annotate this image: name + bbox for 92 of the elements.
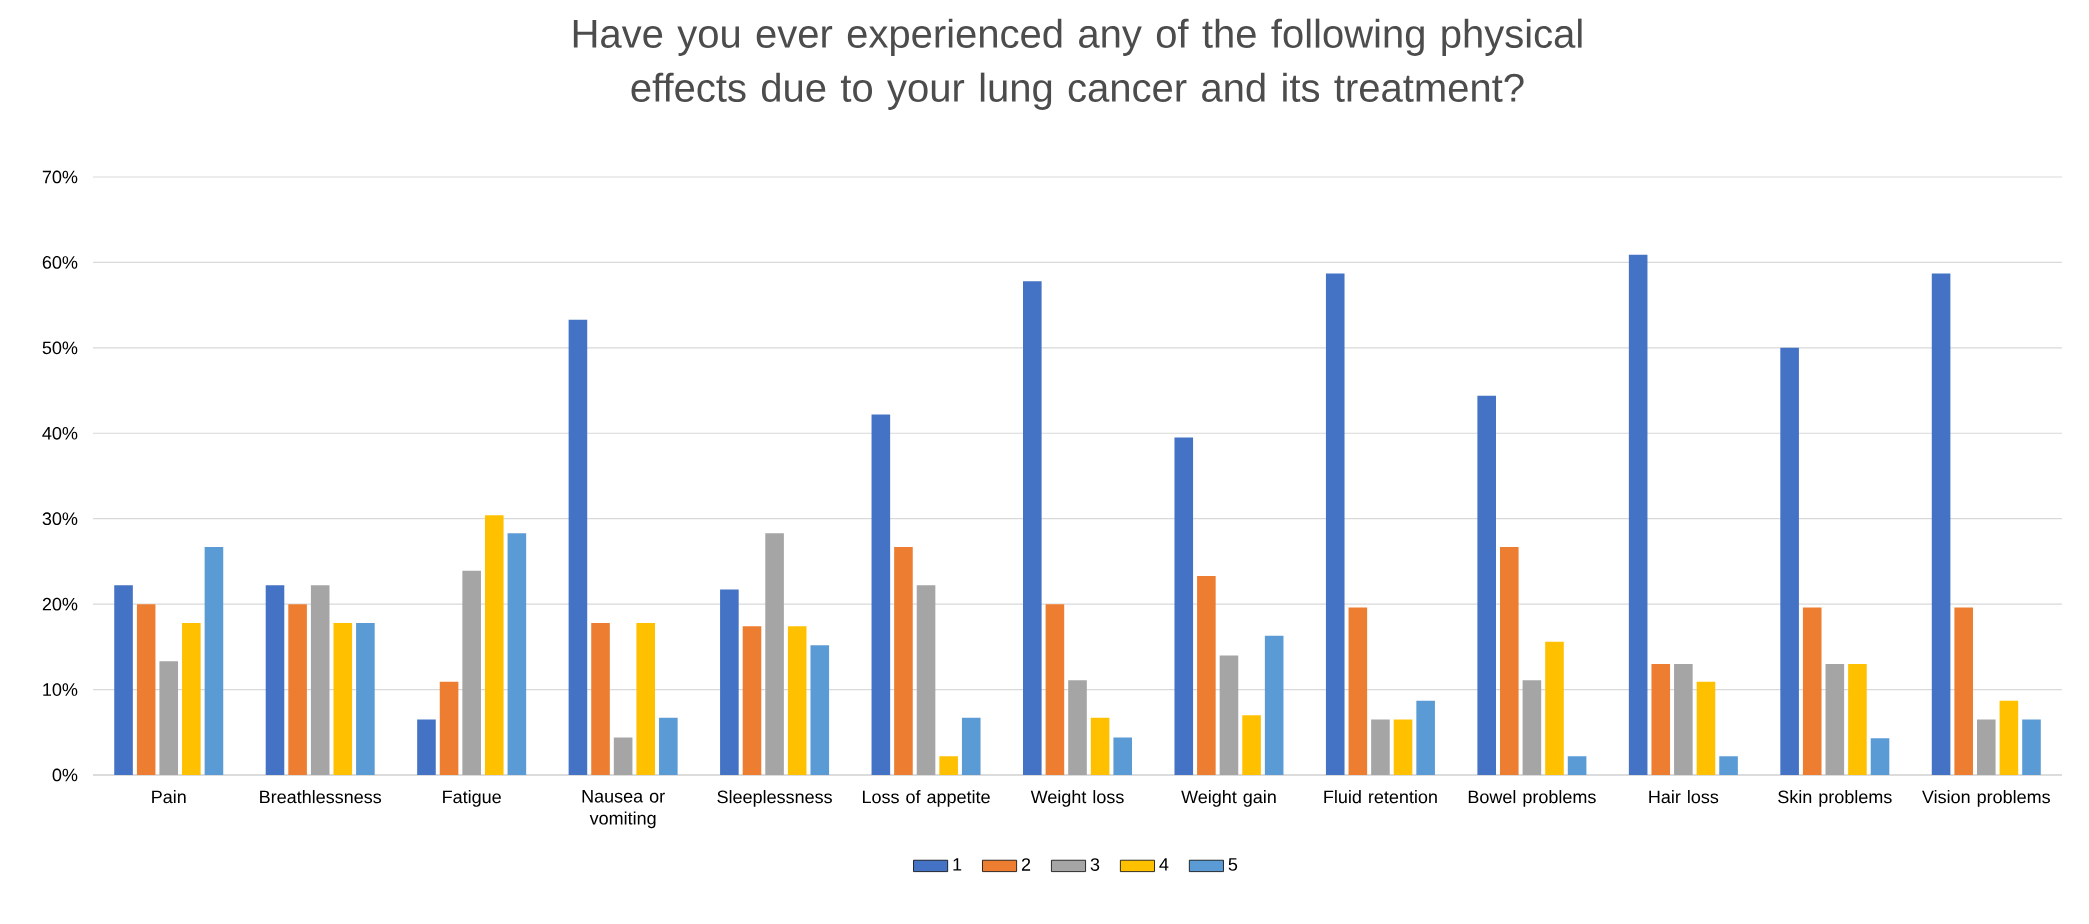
bar <box>720 589 739 775</box>
bar <box>114 585 133 775</box>
bar <box>182 622 201 775</box>
bar <box>613 737 633 775</box>
y-tick-label: 30% <box>42 512 78 526</box>
bar <box>1545 641 1564 775</box>
y-tick-label: 70% <box>42 170 78 184</box>
bar <box>1416 700 1435 775</box>
bar <box>1870 738 1890 775</box>
bar <box>636 622 656 775</box>
legend-label: 5 <box>1228 858 1238 871</box>
bar <box>1674 663 1693 775</box>
bar <box>507 533 527 775</box>
bar <box>568 319 588 775</box>
y-tick-label: 20% <box>42 597 78 611</box>
bar <box>417 719 436 775</box>
bar <box>1090 717 1110 775</box>
x-tick-label: Breathlessness <box>260 790 382 804</box>
bar <box>1719 756 1738 775</box>
bar <box>1393 719 1413 775</box>
bar <box>439 681 459 775</box>
x-tick-label: Pain <box>152 790 186 804</box>
bar <box>1264 635 1284 775</box>
bar <box>1371 719 1390 775</box>
bar <box>1325 273 1345 775</box>
bar <box>1999 700 2019 775</box>
bar <box>894 546 913 775</box>
bar <box>659 717 678 775</box>
bar <box>462 570 481 775</box>
y-tick-label: 50% <box>42 341 78 355</box>
bar <box>159 661 179 775</box>
bar <box>1477 395 1496 775</box>
bar <box>1045 604 1065 775</box>
bar <box>204 546 224 775</box>
bar <box>1628 254 1648 775</box>
bar <box>1174 437 1194 775</box>
bar <box>1825 663 1845 775</box>
x-tick-label: Weight gain <box>1181 790 1276 807</box>
bar <box>2022 719 2041 775</box>
bar <box>1023 281 1042 775</box>
legend-label: 3 <box>1090 858 1100 871</box>
bar <box>1522 680 1542 775</box>
bar <box>484 515 504 775</box>
x-tick-label: Fluid retention <box>1324 790 1437 804</box>
bar <box>1242 715 1261 775</box>
bar <box>1567 756 1587 775</box>
bar <box>288 604 307 775</box>
x-tick-label: Weight loss <box>1030 790 1124 807</box>
bar <box>810 645 830 775</box>
x-tick-label: Skin problems <box>1778 790 1892 807</box>
legend-label: 2 <box>1021 858 1031 871</box>
bar <box>1802 607 1822 775</box>
bar <box>310 585 330 775</box>
bar <box>871 414 891 775</box>
bar <box>765 533 784 775</box>
y-tick-label: 40% <box>42 426 78 440</box>
bar <box>1197 575 1216 775</box>
bar <box>265 585 285 775</box>
legend-label: 1 <box>953 858 962 871</box>
bar <box>1500 546 1519 775</box>
bar <box>787 626 807 775</box>
y-tick-label: 10% <box>43 683 78 696</box>
x-tick-label: Loss of appetite <box>862 790 990 807</box>
bar <box>939 756 958 775</box>
bar <box>1931 273 1951 775</box>
bar <box>1068 680 1087 775</box>
bar <box>1780 347 1799 775</box>
bar <box>1696 681 1716 775</box>
y-tick-label: 0% <box>52 768 78 782</box>
chart-title: Have you ever experienced any of the following physical effects due to your lung cancer and its treatment? <box>573 18 1582 110</box>
bar <box>1651 663 1671 775</box>
bar <box>136 604 156 775</box>
x-tick-label: Vision problems <box>1922 790 2050 807</box>
bar <box>591 622 610 775</box>
y-tick-label: 60% <box>42 256 78 269</box>
bar <box>1848 663 1867 775</box>
x-tick-label: Sleeplessness <box>717 790 832 807</box>
x-tick-label: Nausea or vomiting <box>582 790 665 829</box>
x-tick-label: Fatigue <box>443 790 501 807</box>
bar <box>961 717 981 775</box>
bar <box>333 622 353 775</box>
bar <box>1348 607 1368 775</box>
legend-label: 4 <box>1159 858 1169 871</box>
bar <box>1113 737 1133 775</box>
bar <box>1954 607 1973 775</box>
bar <box>356 622 375 775</box>
x-tick-label: Bowel problems <box>1468 790 1596 807</box>
x-tick-label: Hair loss <box>1649 790 1719 804</box>
bar <box>742 626 762 775</box>
bar <box>1219 655 1239 775</box>
bar <box>916 585 936 775</box>
bar <box>1976 719 1996 775</box>
